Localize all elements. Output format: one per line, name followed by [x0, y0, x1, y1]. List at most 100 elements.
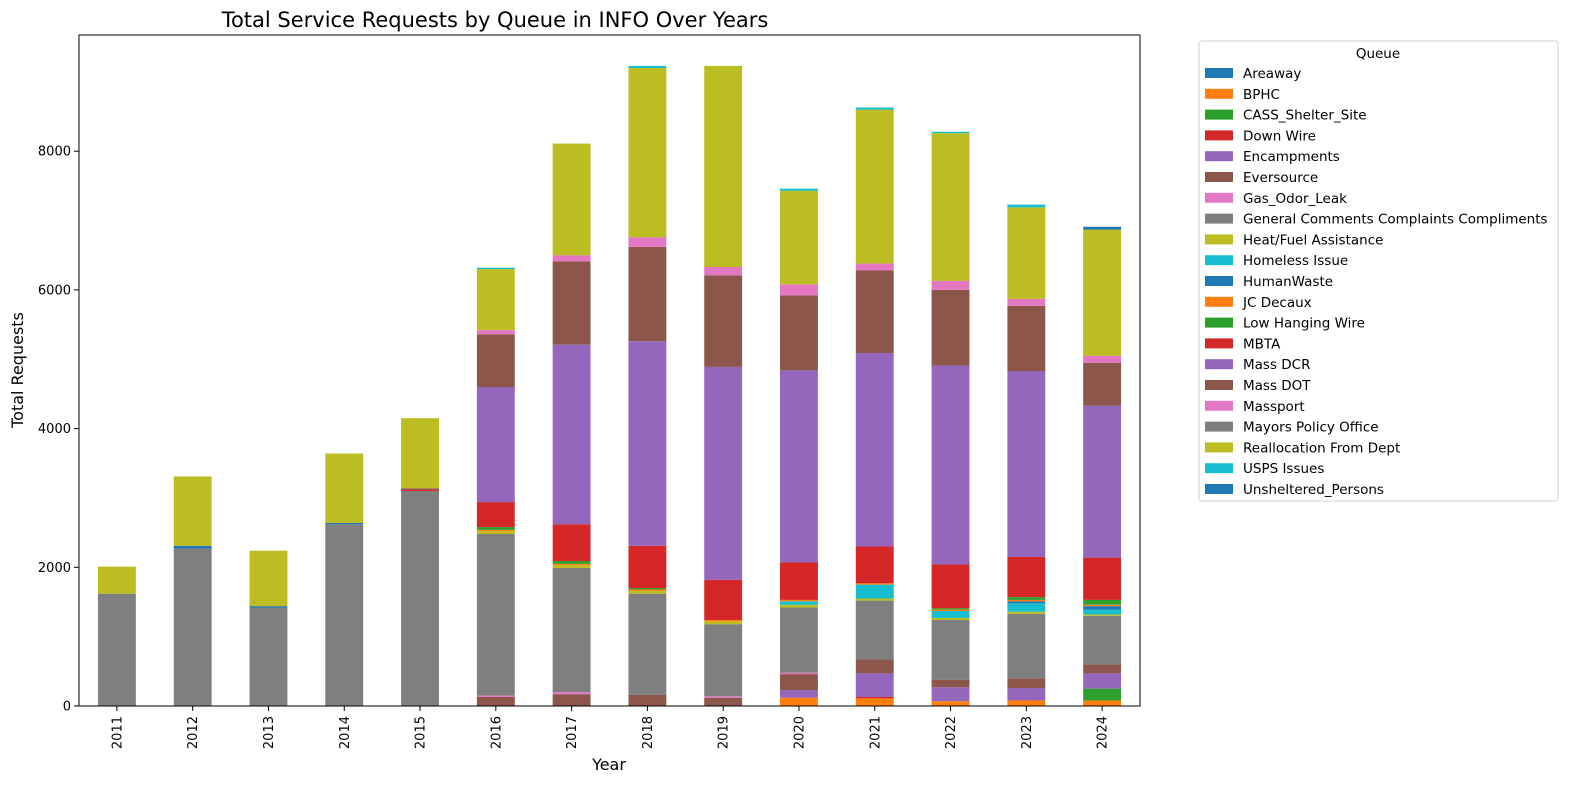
bar-segment — [1083, 362, 1122, 406]
legend-swatch — [1205, 484, 1233, 494]
chart-title: Total Service Requests by Queue in INFO … — [221, 8, 769, 32]
bar-segment — [780, 190, 818, 285]
x-tick-label: 2017 — [565, 716, 580, 749]
bar-segment — [1007, 603, 1046, 612]
x-axis-label: Year — [591, 755, 626, 774]
legend-swatch — [1205, 400, 1233, 411]
y-tick-label: 0 — [63, 700, 71, 715]
x-tick-label: 2013 — [262, 716, 277, 749]
x-tick-label: 2012 — [186, 716, 201, 749]
bar-segment — [325, 453, 364, 523]
legend-label: Mayors Policy Office — [1243, 420, 1379, 436]
y-tick-label: 6000 — [38, 283, 71, 298]
bar-segment — [1083, 405, 1122, 558]
bar-segment — [780, 599, 818, 602]
x-tick-label: 2015 — [414, 716, 429, 749]
legend-swatch — [1205, 151, 1233, 162]
bar-segment — [1083, 355, 1122, 363]
bar-segment — [931, 610, 970, 618]
bar-segment — [476, 502, 515, 528]
legend-label: Low Hanging Wire — [1243, 316, 1365, 332]
x-tick-label: 2014 — [338, 716, 353, 749]
legend-swatch — [1205, 255, 1233, 266]
legend-label: Eversource — [1243, 170, 1318, 186]
bar-segment — [552, 344, 591, 525]
bar-segment — [628, 694, 667, 706]
bar-segment — [628, 589, 667, 591]
bar-segment — [931, 609, 970, 611]
bar-segment — [855, 584, 894, 599]
x-tick-label: 2019 — [717, 716, 732, 749]
bar-segment — [931, 608, 970, 610]
bar-segment — [1083, 664, 1122, 674]
bars-group — [97, 65, 1122, 706]
bar-segment — [780, 690, 818, 698]
legend-swatch — [1205, 296, 1233, 307]
bar-segment — [476, 269, 515, 331]
bar-segment — [855, 109, 894, 264]
bar-segment — [249, 607, 288, 706]
x-tick-label: 2018 — [641, 716, 656, 749]
x-tick-label: 2011 — [110, 716, 125, 749]
bar-segment — [552, 561, 591, 564]
bar-segment — [476, 334, 515, 387]
bar-segment — [249, 606, 288, 608]
bar-segment — [1083, 614, 1122, 616]
bar-segment — [552, 261, 591, 345]
x-tick-label: 2023 — [1020, 716, 1035, 749]
legend-swatch — [1205, 88, 1233, 99]
bar-segment — [780, 284, 818, 296]
legend-swatch — [1205, 213, 1233, 224]
bar-segment — [780, 607, 818, 673]
legend-label: Mass DCR — [1243, 357, 1310, 373]
bar-segment — [855, 546, 894, 584]
bar-segment — [704, 696, 743, 698]
bar-segment — [780, 604, 818, 608]
bar-segment — [1083, 688, 1122, 701]
legend-label: USPS Issues — [1243, 461, 1324, 477]
legend-swatch — [1205, 172, 1233, 182]
legend-label: Unsheltered_Persons — [1243, 482, 1384, 498]
legend-label: MBTA — [1243, 336, 1281, 352]
legend-label: BPHC — [1243, 87, 1280, 103]
bar-segment — [704, 697, 743, 706]
plot-frame — [78, 34, 1141, 707]
bar-segment — [628, 590, 667, 594]
bar-segment — [1083, 229, 1122, 356]
legend-swatch — [1205, 192, 1233, 203]
bar-segment — [931, 131, 970, 134]
bar-segment — [1083, 557, 1122, 600]
bar-segment — [401, 418, 439, 489]
bar-segment — [628, 341, 667, 546]
bar-segment — [552, 524, 591, 562]
bar-segment — [476, 527, 515, 530]
bar-segment — [780, 672, 818, 675]
legend-items: Areaway BPHC CASS_Shelter_Site Down Wire Enc… — [1205, 66, 1548, 498]
bar-segment — [173, 545, 212, 549]
y-axis-label: Total Requests — [8, 312, 27, 429]
bar-segment — [1007, 678, 1046, 688]
x-tick-label: 2020 — [792, 716, 807, 749]
bar-segment — [173, 548, 212, 706]
legend-swatch — [1205, 380, 1233, 390]
legend-label: Mass DOT — [1243, 378, 1311, 394]
bar-segment — [552, 565, 591, 568]
bar-segment — [855, 598, 894, 601]
legend-swatch — [1205, 317, 1233, 328]
bar-segment — [855, 263, 894, 271]
bar-segment — [628, 65, 667, 68]
bar-segment — [780, 188, 818, 191]
bar-segment — [704, 620, 743, 622]
bar-segment — [855, 353, 894, 547]
y-tick-label: 2000 — [38, 561, 71, 576]
legend-label: Gas_Odor_Leak — [1243, 191, 1347, 207]
bar-segment — [855, 583, 894, 585]
bar-segment — [855, 659, 894, 674]
bar-segment — [476, 386, 515, 503]
bar-segment — [704, 267, 743, 276]
bar-segment — [552, 143, 591, 256]
bar-segment — [1007, 371, 1046, 557]
bar-segment — [401, 488, 439, 490]
bar-segment — [931, 365, 970, 565]
bar-segment — [401, 489, 439, 492]
